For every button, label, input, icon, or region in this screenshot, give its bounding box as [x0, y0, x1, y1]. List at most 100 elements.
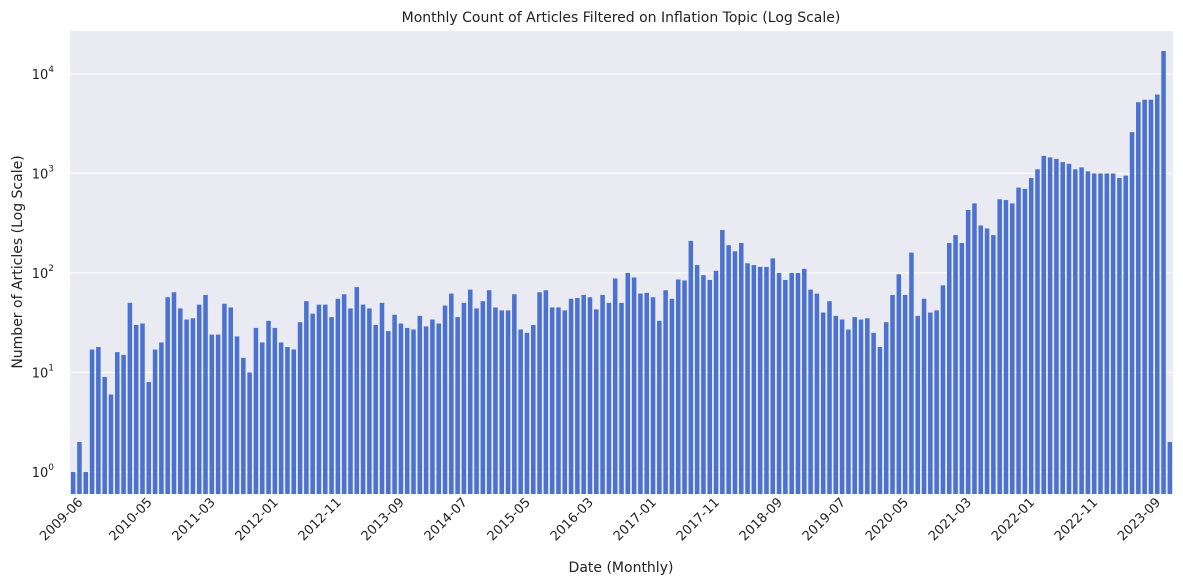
bar — [430, 319, 435, 494]
bar — [278, 342, 284, 494]
bar — [650, 297, 656, 494]
bar — [827, 301, 832, 494]
x-tick-label: 2010-05 — [107, 495, 156, 544]
bar — [928, 312, 933, 494]
y-tick-exponent: 4 — [48, 65, 54, 75]
bar — [543, 290, 549, 494]
bar — [322, 304, 328, 494]
bar — [575, 297, 580, 494]
bar — [865, 318, 870, 494]
bar — [1129, 132, 1135, 494]
bar — [493, 307, 498, 494]
chart-title: Monthly Count of Articles Filtered on In… — [402, 10, 841, 26]
bar — [505, 310, 511, 494]
bar — [820, 312, 826, 494]
bar — [858, 319, 864, 494]
bar — [707, 279, 713, 494]
bar — [304, 301, 309, 494]
bar — [959, 242, 965, 494]
bar — [512, 294, 517, 494]
bar — [581, 294, 586, 494]
bar — [663, 290, 668, 494]
bar — [316, 304, 322, 494]
bar — [234, 336, 240, 494]
x-tick-label: 2022-01 — [989, 495, 1038, 544]
bar — [549, 307, 555, 494]
y-tick-label: 102 — [32, 264, 54, 282]
bar — [480, 301, 486, 494]
x-tick-label: 2013-09 — [359, 495, 408, 544]
bar — [921, 298, 927, 494]
bar — [178, 308, 183, 494]
bar — [1117, 177, 1122, 494]
bar — [417, 315, 423, 494]
x-tick-label: 2023-09 — [1115, 495, 1164, 544]
bar — [1085, 171, 1091, 495]
bar — [83, 471, 89, 494]
bar — [846, 329, 851, 494]
bar — [449, 293, 454, 494]
bar — [341, 294, 347, 494]
bar — [619, 302, 624, 494]
bar — [537, 292, 542, 494]
bar — [159, 342, 164, 494]
bar — [1079, 167, 1084, 494]
y-tick-base: 10 — [32, 466, 49, 481]
x-tick-label: 2015-05 — [485, 495, 534, 544]
bar — [1091, 173, 1097, 494]
y-tick-base: 10 — [32, 167, 49, 182]
bar — [978, 225, 984, 494]
bar — [184, 319, 189, 494]
x-tick-label: 2019-07 — [800, 495, 849, 544]
y-tick-base: 10 — [32, 267, 49, 282]
bar — [354, 287, 360, 494]
bar — [946, 242, 952, 494]
bar — [940, 285, 946, 494]
bar — [984, 228, 990, 494]
bar — [266, 320, 271, 494]
bars — [70, 50, 1173, 495]
bar — [1098, 173, 1103, 494]
bar — [896, 274, 902, 494]
bar — [688, 240, 694, 494]
bar — [455, 317, 460, 494]
bar — [1060, 162, 1065, 495]
bar — [701, 275, 706, 494]
bar — [745, 263, 750, 494]
bar — [96, 347, 101, 494]
bar — [934, 310, 939, 494]
bar — [209, 334, 215, 494]
y-tick-exponent: 1 — [48, 363, 54, 373]
x-tick-label: 2011-03 — [170, 495, 219, 544]
bar — [215, 334, 221, 494]
bar — [442, 305, 448, 494]
bar — [1041, 155, 1047, 494]
bar — [1010, 203, 1015, 494]
bar — [1110, 173, 1116, 494]
bar — [644, 292, 649, 494]
bar — [991, 235, 996, 494]
bar — [297, 322, 303, 494]
y-tick-exponent: 3 — [48, 164, 54, 174]
bar — [877, 347, 883, 494]
bar — [833, 315, 839, 494]
y-tick-label: 100 — [32, 463, 55, 481]
bar — [146, 382, 152, 494]
x-tick-label: 2022-11 — [1052, 495, 1101, 544]
x-tick-label: 2012-11 — [296, 495, 345, 544]
x-tick-label: 2020-05 — [863, 495, 912, 544]
bar — [675, 279, 681, 494]
x-tick-label: 2009-06 — [37, 495, 86, 544]
bar — [1123, 175, 1128, 495]
bar — [1167, 441, 1173, 494]
bar — [121, 354, 126, 494]
bar — [606, 302, 612, 494]
bar — [518, 329, 523, 494]
x-tick-label: 2021-03 — [926, 495, 975, 544]
bar — [398, 323, 404, 494]
bar — [1073, 169, 1078, 495]
bar — [386, 331, 391, 494]
bar — [360, 304, 366, 494]
bar — [1028, 177, 1034, 494]
